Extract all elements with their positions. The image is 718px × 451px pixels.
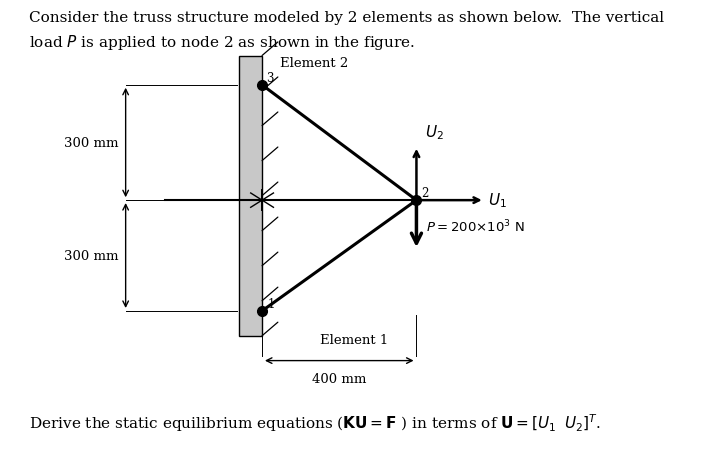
Text: 300 mm: 300 mm xyxy=(64,249,118,262)
Bar xyxy=(239,56,262,336)
Text: Element 1: Element 1 xyxy=(320,334,388,347)
Text: 3: 3 xyxy=(266,72,274,85)
Text: $U_2$: $U_2$ xyxy=(425,124,444,142)
Text: 1: 1 xyxy=(268,298,275,311)
Text: 400 mm: 400 mm xyxy=(312,372,366,385)
Text: Derive the static equilibrium equations ($\mathbf{KU} = \mathbf{F}$ ) in terms o: Derive the static equilibrium equations … xyxy=(29,411,601,433)
Text: Consider the truss structure modeled by 2 elements as shown below.  The vertical: Consider the truss structure modeled by … xyxy=(29,11,664,52)
Text: Element 2: Element 2 xyxy=(280,57,348,70)
Text: 2: 2 xyxy=(421,186,428,199)
Text: $U_1$: $U_1$ xyxy=(488,190,507,209)
Text: $P = 200{\times}10^3\ \mathrm{N}$: $P = 200{\times}10^3\ \mathrm{N}$ xyxy=(426,219,525,235)
Text: 300 mm: 300 mm xyxy=(64,137,118,150)
